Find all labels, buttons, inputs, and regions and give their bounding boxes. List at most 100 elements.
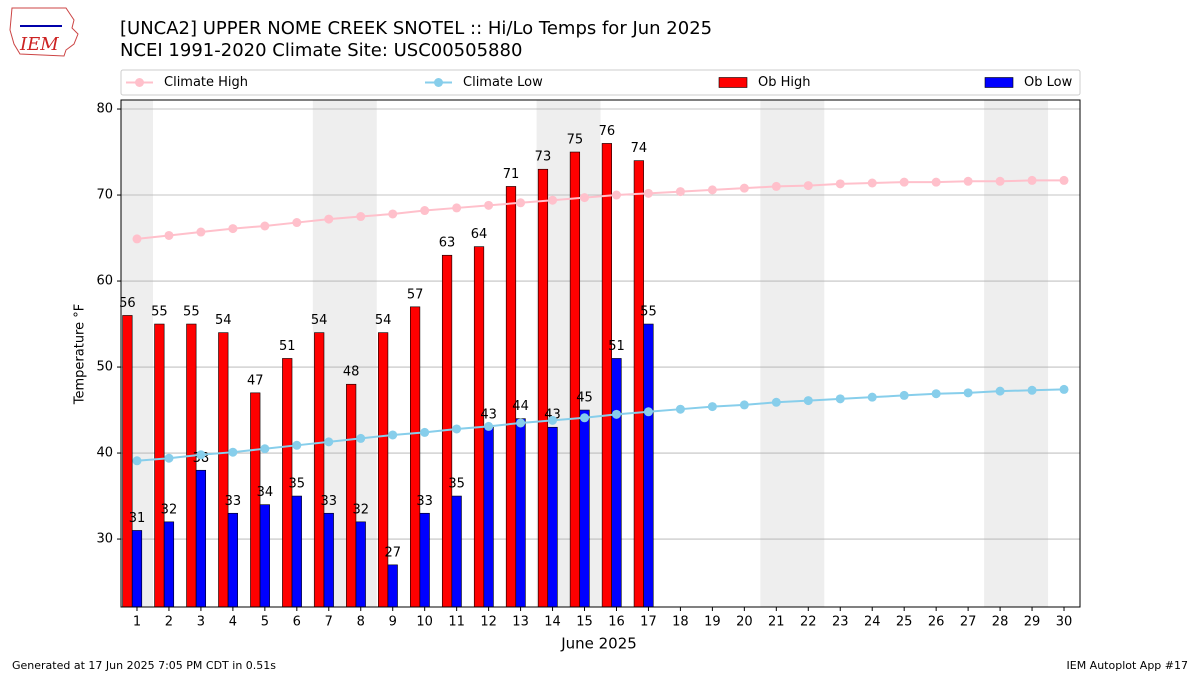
point (899, 390, 909, 400)
point (356, 212, 366, 222)
data-label: 33 (225, 494, 242, 509)
line (136, 179, 1065, 240)
data-label: 76 (599, 124, 616, 139)
data-label: 63 (439, 236, 456, 251)
point (260, 221, 270, 231)
point (803, 181, 813, 191)
legend-label: Climate Low (463, 75, 543, 90)
legend-label: Ob High (758, 75, 811, 90)
logo-text: IEM (19, 34, 59, 55)
point (771, 397, 781, 407)
data-label: 45 (576, 391, 593, 406)
point (452, 424, 462, 434)
point (164, 453, 174, 463)
bar (515, 418, 526, 608)
point (516, 418, 526, 428)
data-label: 55 (183, 305, 200, 320)
data-label: 47 (247, 373, 264, 388)
x-tick-label: 26 (928, 615, 945, 630)
x-tick-label: 8 (357, 615, 365, 630)
point (643, 407, 653, 417)
line (136, 388, 1065, 462)
point (1027, 175, 1037, 185)
bar (218, 332, 229, 608)
bar (314, 332, 325, 608)
x-tick-label: 16 (608, 615, 625, 630)
footer-left: Generated at 17 Jun 2025 7:05 PM CDT in … (12, 659, 276, 672)
point (675, 187, 685, 197)
point (835, 179, 845, 189)
y-tick-label: 40 (96, 446, 113, 461)
point (963, 388, 973, 398)
legend-label: Climate High (164, 75, 248, 90)
point (420, 427, 430, 437)
x-tick-label: 9 (389, 615, 397, 630)
bar (579, 409, 590, 608)
x-tick-label: 29 (1024, 615, 1041, 630)
bar (195, 469, 207, 608)
point (771, 181, 781, 191)
point (196, 227, 206, 237)
data-label: 55 (151, 305, 168, 320)
bar (291, 495, 302, 608)
bar (537, 168, 549, 608)
x-tick-label: 30 (1056, 615, 1073, 630)
point (835, 394, 845, 404)
data-label: 51 (279, 339, 296, 354)
y-tick-label: 70 (96, 188, 113, 203)
x-tick-label: 5 (261, 615, 269, 630)
x-tick-label: 22 (800, 615, 817, 630)
data-label: 44 (512, 399, 529, 414)
point (1027, 385, 1037, 395)
point (580, 193, 590, 203)
bar (323, 512, 334, 608)
bar (409, 306, 421, 608)
bar (122, 315, 133, 608)
logo: IEM (9, 7, 79, 57)
point (611, 409, 621, 419)
point (164, 230, 174, 240)
x-tick-label: 7 (325, 615, 333, 630)
point (420, 206, 430, 216)
data-label: 32 (352, 502, 369, 517)
point (867, 392, 877, 402)
data-label: 27 (384, 545, 401, 560)
chart-subtitle: NCEI 1991-2020 Climate Site: USC00505880 (120, 40, 522, 61)
x-tick-label: 19 (704, 615, 721, 630)
point (292, 440, 302, 450)
x-tick-label: 12 (480, 615, 497, 630)
point (1059, 384, 1069, 394)
bar (569, 151, 581, 608)
weekend-shade (984, 100, 1049, 607)
data-label: 64 (471, 227, 488, 242)
data-label: 54 (375, 313, 392, 328)
point (228, 224, 238, 234)
data-label: 73 (535, 150, 552, 165)
point (739, 183, 749, 193)
y-tick-label: 60 (96, 274, 113, 289)
bar (601, 143, 612, 608)
bar (419, 512, 430, 608)
point (707, 402, 717, 412)
point (611, 190, 621, 200)
bar (451, 495, 462, 608)
data-label: 71 (503, 167, 520, 182)
bar (483, 426, 494, 608)
bar (163, 521, 175, 608)
bar (633, 160, 644, 608)
point (675, 404, 685, 414)
legend-marker (434, 78, 443, 87)
data-label: 48 (343, 365, 360, 380)
bar (505, 186, 517, 608)
data-label: 54 (215, 313, 232, 328)
point (388, 209, 398, 219)
point (995, 386, 1005, 396)
bar (346, 383, 357, 608)
bar (355, 521, 366, 608)
point (548, 195, 558, 205)
point (388, 430, 398, 440)
x-tick-label: 18 (672, 615, 689, 630)
bar (378, 332, 389, 608)
data-label: 33 (416, 494, 433, 509)
